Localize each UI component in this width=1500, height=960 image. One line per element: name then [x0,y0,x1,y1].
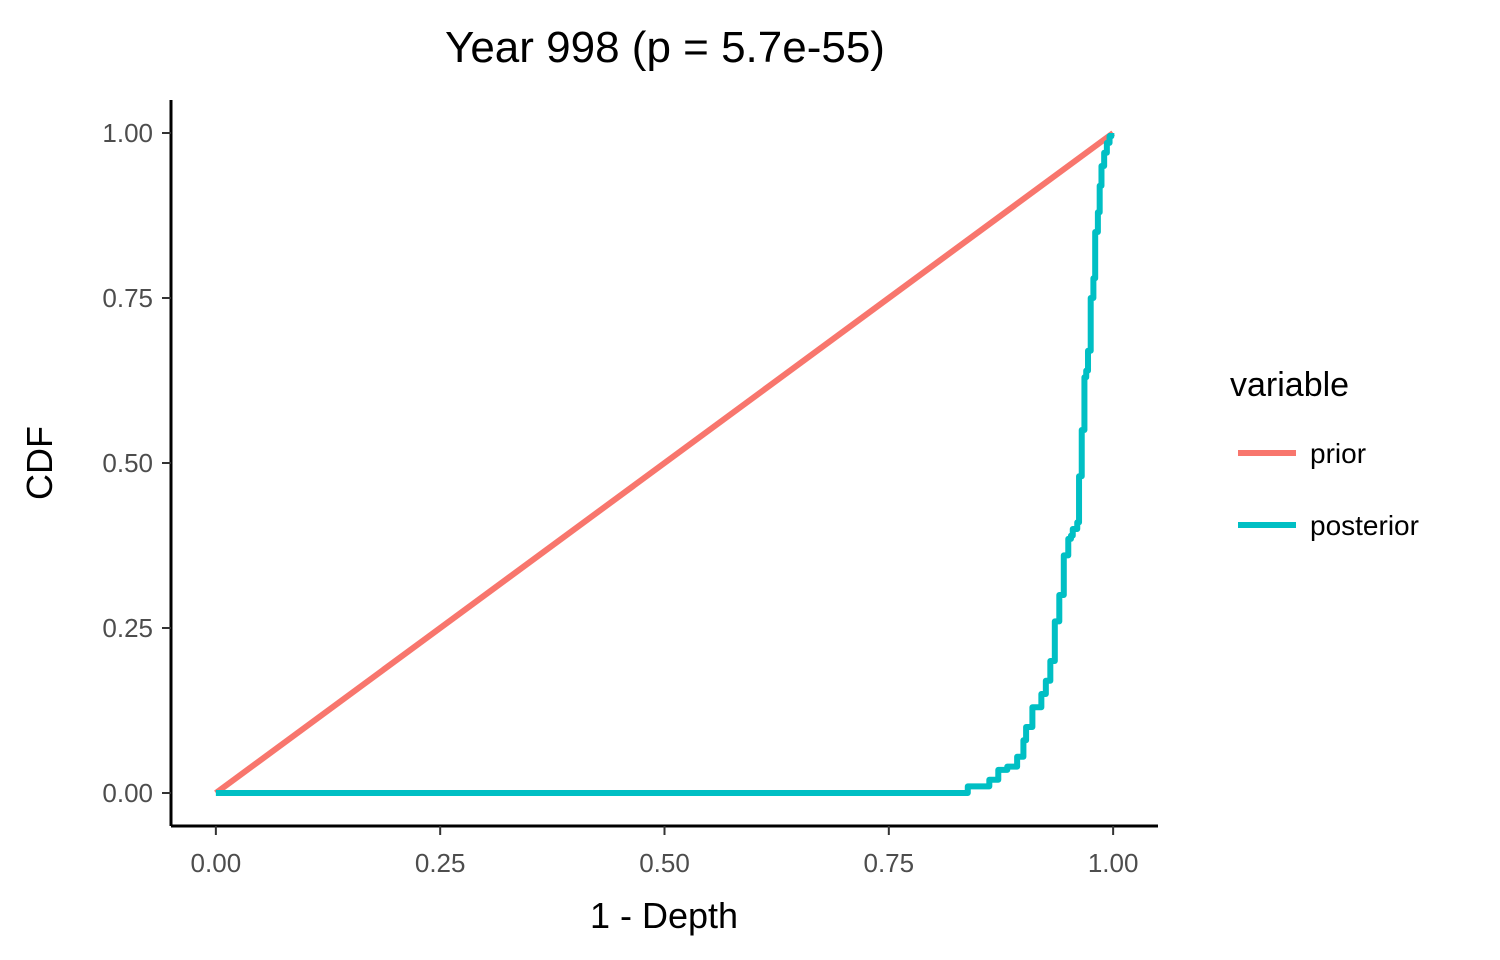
plot-area: 0.00 0.25 0.50 0.75 1.00 0.00 0.25 0.50 0.75 1.0… [102,100,1158,878]
x-tick-label: 0.50 [639,848,690,878]
chart-title: Year 998 (p = 5.7e-55) [445,23,885,72]
legend-title: variable [1230,366,1349,404]
series-line-prior [214,130,1115,796]
x-tick-label: 0.25 [415,848,466,878]
y-tick-label: 0.75 [102,283,153,313]
y-tick-label: 0.00 [102,778,153,808]
y-tick-label: 0.50 [102,448,153,478]
y-tick-label: 1.00 [102,118,153,148]
y-axis-title: CDF [19,426,60,500]
x-axis-title: 1 - Depth [590,895,738,936]
legend-label-posterior: posterior [1310,510,1419,541]
legend-items: prior posterior [1238,438,1419,541]
legend: variable prior posterior [1230,366,1419,541]
x-tick-label: 0.00 [191,848,242,878]
y-tick-label: 0.25 [102,613,153,643]
series-line-posterior [215,133,1115,796]
x-axis-ticks: 0.00 0.25 0.50 0.75 1.00 [191,826,1139,878]
y-axis-ticks: 0.00 0.25 0.50 0.75 1.00 [102,118,171,808]
x-tick-label: 0.75 [864,848,915,878]
legend-label-prior: prior [1310,438,1366,469]
series-group [214,130,1115,796]
x-tick-label: 1.00 [1088,848,1139,878]
